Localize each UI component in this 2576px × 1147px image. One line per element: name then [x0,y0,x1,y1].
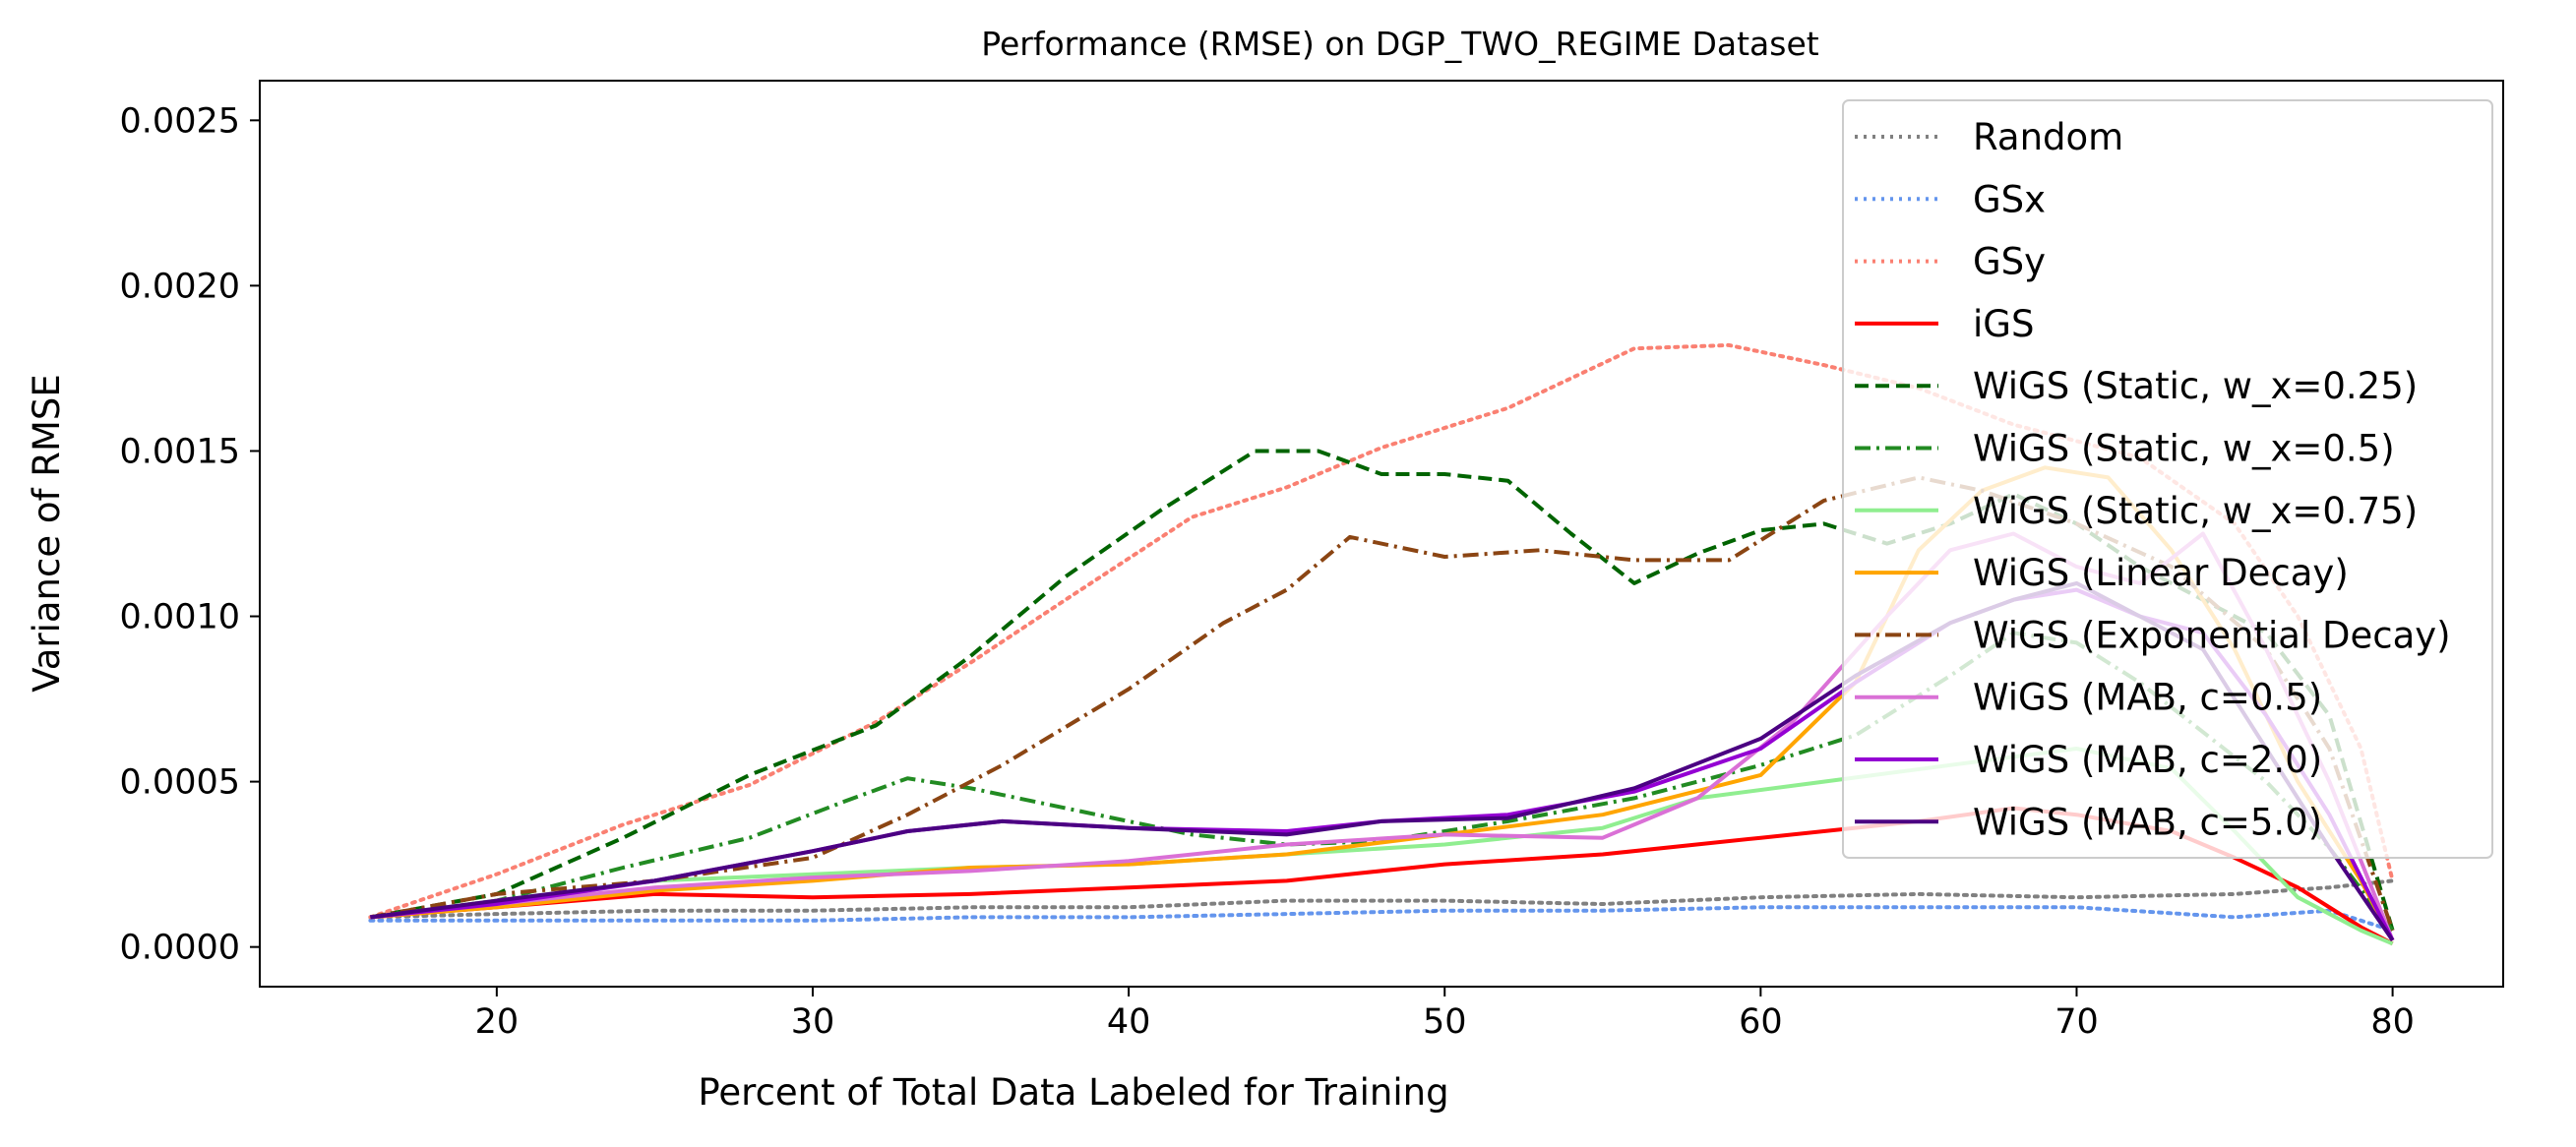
legend-label: WiGS (Static, w_x=0.75) [1973,490,2418,532]
x-tick-label: 80 [2370,1002,2415,1042]
x-tick-label: 50 [1423,1002,1467,1042]
x-tick-label: 60 [1739,1002,1783,1042]
legend-box [1842,99,2493,859]
x-tick-label: 20 [475,1002,520,1042]
y-axis-label: Variance of RMSE [26,374,68,693]
y-tick-label: 0.0020 [120,267,240,306]
y-tick-label: 0.0025 [120,101,240,141]
legend-label: WiGS (Static, w_x=0.25) [1973,365,2418,407]
y-tick-label: 0.0015 [120,432,240,471]
legend-label: WiGS (Linear Decay) [1973,552,2349,594]
legend-label: WiGS (MAB, c=0.5) [1973,677,2322,719]
legend: Random GSx GSy iGS WiGS (Static, w_x=0.25) Wi… [1842,99,2493,859]
legend-label: WiGS (MAB, c=2.0) [1973,739,2322,781]
plot-frame [259,80,2504,988]
series-line [370,631,2395,933]
x-tick-label: 70 [2055,1002,2099,1042]
series-line [368,905,2395,933]
y-axis: 0.0000 0.0005 0.0010 0.0015 0.0020 0.0025 [120,101,260,968]
x-tick-label: 30 [791,1002,835,1042]
legend-label: Random [1973,116,2123,158]
legend-label: iGS [1973,303,2034,345]
legend-label: WiGS (Static, w_x=0.5) [1973,428,2395,470]
legend-label: GSx [1973,178,2046,220]
series-line [370,806,2394,946]
x-axis: 20 30 40 50 60 70 80 [475,987,2415,1042]
y-tick-label: 0.0010 [120,598,240,637]
x-tick-label: 40 [1107,1002,1151,1042]
chart-title: Performance (RMSE) on DGP_TWO_REGIME Dat… [981,25,1818,63]
series-line [368,878,2395,920]
legend-label: GSy [1973,241,2046,283]
legend-label: WiGS (MAB, c=5.0) [1973,801,2322,843]
y-tick-label: 0.0000 [120,929,240,968]
y-tick-label: 0.0005 [120,763,240,803]
series-line [370,449,2395,932]
legend-label: WiGS (Exponential Decay) [1973,614,2451,656]
x-axis-label: Percent of Total Data Labeled for Traini… [698,1071,1448,1114]
